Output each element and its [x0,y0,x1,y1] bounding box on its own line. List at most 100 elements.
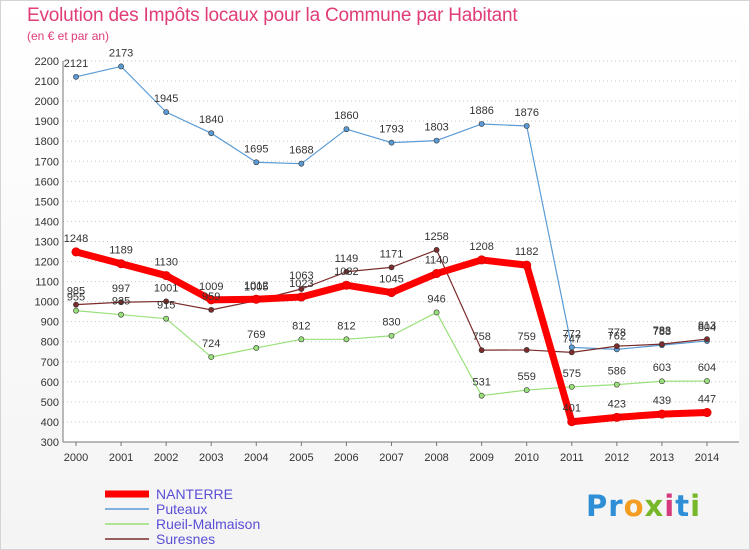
data-label-nanterre: 423 [608,398,626,410]
data-point-rueil-malmaison [613,381,620,388]
data-point-rueil-malmaison [73,307,79,314]
data-label-nanterre: 1045 [379,274,403,286]
data-labels: 2121 2173 1945 1840 1695 1688 1860 1793 1803 1886… [64,47,716,414]
data-label-rueil-malmaison: 812 [292,320,310,332]
data-point-suresnes [704,336,710,343]
data-label-rueil-malmaison: 559 [518,371,536,383]
x-tick-label: 2014 [695,452,719,464]
data-label-suresnes: 985 [67,286,85,298]
data-point-nanterre [206,295,216,305]
data-point-rueil-malmaison [208,354,215,360]
data-point-suresnes [433,246,440,253]
data-point-suresnes [343,268,350,275]
data-label-rueil-malmaison: 830 [382,317,400,329]
x-tick-label: 2010 [514,452,538,464]
data-label-rueil-malmaison: 575 [563,368,581,380]
data-point-puteaux [433,137,440,144]
chart-title: Evolution des Impôts locaux pour la Comm… [27,5,518,26]
data-point-suresnes [659,341,665,348]
data-label-rueil-malmaison: 586 [608,366,626,378]
data-label-nanterre: 1009 [199,281,223,293]
data-point-nanterre [251,294,261,304]
data-point-puteaux [343,126,350,133]
data-point-puteaux [208,130,215,137]
data-label-nanterre: 1182 [515,246,539,258]
data-point-suresnes [568,349,575,356]
y-tick-label: 2000 [35,96,59,108]
x-tick-label: 2003 [199,452,223,464]
data-label-suresnes: 1063 [289,270,313,282]
data-label-rueil-malmaison: 604 [698,362,716,374]
data-point-nanterre [161,271,171,281]
data-point-nanterre [522,260,532,270]
data-label-suresnes: 759 [518,331,536,343]
data-point-puteaux [523,123,530,129]
data-label-puteaux: 1803 [424,122,448,134]
y-tick-label: 1800 [35,136,59,148]
y-tick-label: 1900 [35,116,59,128]
data-label-puteaux: 783 [653,326,671,338]
data-point-suresnes [523,347,530,353]
data-label-nanterre: 1208 [469,241,493,253]
data-point-puteaux [388,139,395,146]
y-tick-label: 2100 [35,76,59,88]
data-point-suresnes [73,301,79,308]
y-tick-label: 300 [41,437,59,449]
data-point-nanterre [612,412,622,422]
data-point-puteaux [163,109,170,116]
data-label-rueil-malmaison: 531 [472,377,490,389]
logo-letter: o [623,489,645,523]
y-tick-label: 2200 [35,56,59,68]
y-tick-label: 1000 [35,297,59,309]
data-label-nanterre: 1082 [334,266,358,278]
data-point-suresnes [388,264,395,271]
data-label-nanterre: 1140 [425,255,449,267]
proxiti-logo: Proxiti [586,489,701,523]
data-point-nanterre [432,269,442,279]
data-label-rueil-malmaison: 946 [427,293,445,305]
data-point-puteaux [568,344,575,351]
y-tick-label: 700 [41,357,59,369]
data-label-puteaux: 804 [698,322,716,334]
legend-label: Puteaux [156,501,207,517]
data-label-rueil-malmaison: 955 [67,292,85,304]
chart-subtitle: (en € et par an) [27,29,110,43]
data-label-suresnes: 1171 [380,248,404,260]
x-tick-label: 2012 [605,452,629,464]
data-label-puteaux: 2173 [109,47,133,59]
y-tick-label: 1700 [35,156,59,168]
logo-letter: r [608,489,624,523]
data-label-suresnes: 813 [698,320,716,332]
data-label-nanterre: 1023 [289,278,313,290]
y-tick-label: 500 [41,397,59,409]
data-label-nanterre: 1012 [244,280,268,292]
data-point-nanterre [477,255,487,265]
y-tick-label: 600 [41,377,59,389]
data-point-puteaux [73,73,79,80]
data-point-rueil-malmaison [388,332,395,339]
legend-label: Rueil-Malmaison [156,516,260,532]
data-point-rueil-malmaison [568,383,575,390]
data-label-suresnes: 788 [653,325,671,337]
data-label-nanterre: 1189 [109,245,133,257]
data-label-puteaux: 1886 [469,105,493,117]
data-label-suresnes: 959 [202,291,220,303]
data-point-puteaux [478,121,485,127]
x-tick-label: 2013 [650,452,674,464]
data-point-nanterre [296,292,306,302]
data-point-rueil-malmaison [253,345,260,351]
series-group [71,63,712,427]
data-point-nanterre [386,288,396,298]
x-tick-label: 2009 [469,452,493,464]
y-tick-label: 1300 [35,236,59,248]
data-label-puteaux: 1876 [514,107,538,119]
plot-area [63,61,739,442]
data-point-nanterre [341,280,351,290]
data-point-rueil-malmaison [343,336,350,343]
data-label-puteaux: 762 [608,330,626,342]
data-label-puteaux: 1840 [199,114,223,126]
data-label-suresnes: 1001 [154,282,178,294]
x-tick-label: 2000 [64,452,88,464]
data-point-nanterre [116,259,126,269]
